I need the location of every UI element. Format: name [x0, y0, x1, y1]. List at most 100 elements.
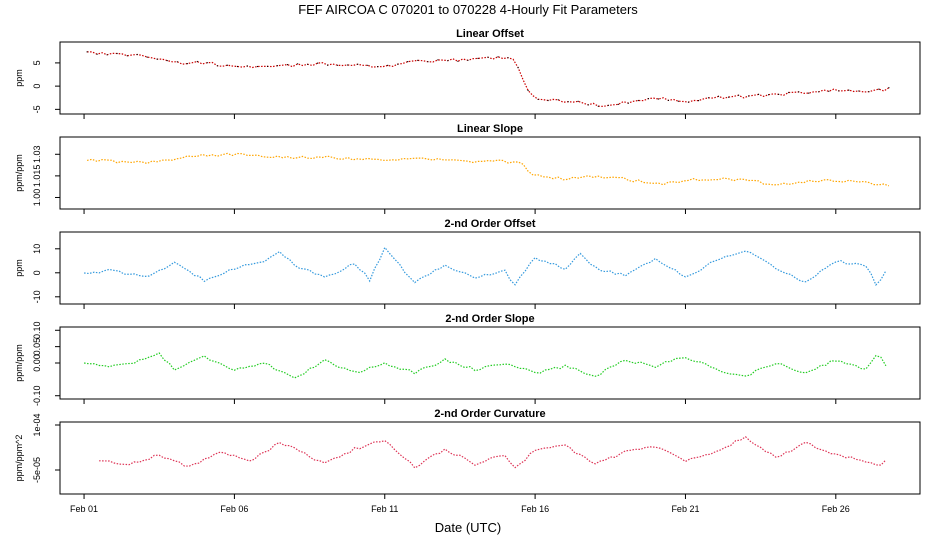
y-axis-label: ppm — [14, 259, 24, 277]
x-tick-label: Feb 21 — [671, 504, 699, 514]
series-point — [607, 104, 609, 106]
x-tick-label: Feb 26 — [822, 504, 850, 514]
y-tick-label: -5e-05 — [32, 457, 42, 483]
series-point — [96, 53, 98, 55]
series-point — [246, 65, 248, 67]
series-point — [86, 51, 88, 53]
series-point — [286, 64, 289, 66]
panel-title: 2-nd Order Curvature — [434, 408, 545, 420]
series-point — [748, 95, 750, 97]
panel-title: Linear Offset — [456, 28, 524, 40]
series-point — [587, 104, 589, 106]
plot-frame — [59, 41, 921, 115]
y-tick-label: -0.10 — [32, 385, 42, 406]
series-point — [728, 96, 730, 98]
series-point — [156, 58, 158, 60]
series-point — [838, 90, 840, 92]
series-point — [427, 61, 429, 63]
y-tick-label: 0 — [32, 84, 42, 89]
series-line — [84, 352, 887, 379]
series-point — [677, 100, 680, 102]
series-point — [417, 59, 419, 62]
series-point — [697, 100, 700, 102]
series-point — [487, 56, 489, 58]
series-point — [447, 60, 449, 62]
series-point — [397, 63, 399, 65]
panel-5: 2-nd Order Curvature ppm/ppm^2 -5e-05 1e-04… — [14, 408, 921, 514]
series-point — [808, 92, 810, 94]
series-line — [86, 152, 890, 187]
series-line — [84, 246, 887, 286]
panel-4: 2-nd Order Slope ppm/ppm -0.10 0.000.050.10 — [14, 313, 921, 406]
series-point — [327, 64, 329, 66]
panel-title: Linear Slope — [457, 123, 523, 135]
series-point — [226, 64, 228, 66]
series-point — [106, 54, 108, 56]
series-point — [457, 60, 459, 62]
series-point — [276, 65, 279, 67]
series-point — [738, 94, 740, 96]
series-point — [266, 65, 269, 67]
y-axis-label: ppm — [14, 69, 24, 87]
panel-title: 2-nd Order Slope — [445, 313, 534, 325]
series-point — [537, 98, 539, 100]
y-tick-label: 1e-04 — [32, 413, 42, 436]
series-point — [256, 65, 259, 68]
panel-3: 2-nd Order Offset ppm -10 0 10 — [14, 218, 921, 309]
series-point — [216, 65, 218, 67]
series-point — [707, 97, 710, 99]
series-point — [367, 64, 369, 66]
series-point — [437, 59, 439, 61]
y-tick-label: 0 — [32, 270, 42, 275]
y-tick-label: 5 — [32, 60, 42, 65]
series-point — [818, 91, 820, 93]
series-point — [377, 66, 379, 68]
series-point — [858, 90, 860, 92]
y-axis-label: ppm/ppm^2 — [14, 435, 24, 482]
series-point — [687, 101, 690, 103]
series-point — [878, 88, 880, 90]
series-point — [637, 99, 639, 102]
series-point — [547, 99, 549, 102]
series-point — [788, 91, 790, 94]
series-point — [798, 91, 800, 93]
x-tick-label: Feb 11 — [371, 504, 398, 514]
series-point — [567, 101, 569, 103]
series-point — [307, 63, 309, 65]
series-point — [597, 105, 599, 107]
series-point — [297, 63, 299, 65]
series-point — [717, 95, 720, 97]
y-tick-label: 1.00 — [32, 189, 42, 207]
series-point — [357, 63, 359, 65]
y-tick-label: 1.015 — [32, 165, 42, 188]
series-point — [517, 67, 519, 69]
series-point — [497, 56, 499, 58]
series-point — [888, 87, 890, 89]
series-point — [527, 89, 529, 92]
series-point — [467, 59, 469, 61]
x-tick-label: Feb 06 — [220, 504, 248, 514]
series-point — [387, 64, 389, 66]
series-point — [116, 52, 118, 55]
series-point — [126, 55, 128, 57]
series-point — [347, 64, 349, 66]
series-point — [768, 94, 770, 96]
series-point — [828, 90, 830, 92]
series-point — [146, 56, 148, 58]
panel-title: 2-nd Order Offset — [444, 218, 535, 230]
plot-frame — [59, 231, 921, 305]
y-tick-label: 0.00 — [32, 354, 42, 372]
series-point — [477, 57, 479, 60]
series-point — [136, 53, 138, 56]
series-point — [778, 93, 780, 95]
x-tick-label: Feb 16 — [521, 504, 549, 514]
series-point — [758, 93, 760, 95]
y-tick-label: -5 — [32, 105, 42, 113]
series-line — [99, 436, 887, 469]
series-point — [507, 57, 509, 59]
y-axis-label: ppm/ppm — [14, 154, 24, 192]
y-axis-label: ppm/ppm — [14, 344, 24, 382]
series-point — [617, 103, 619, 105]
